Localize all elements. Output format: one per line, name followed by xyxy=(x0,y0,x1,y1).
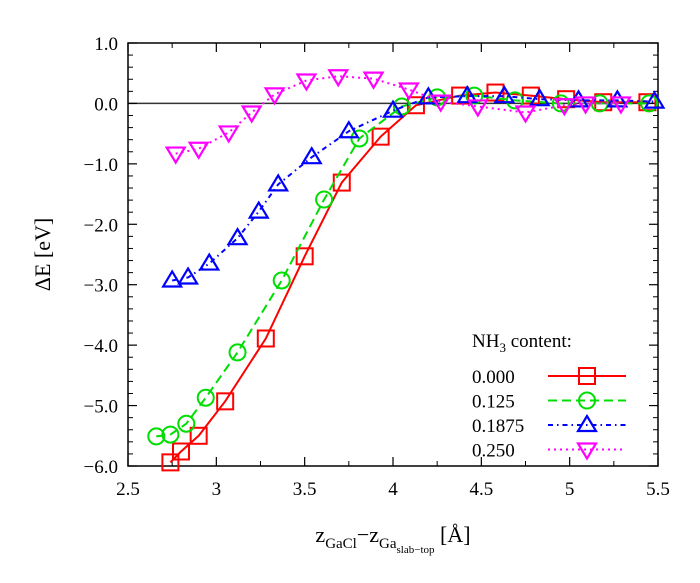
data-point xyxy=(226,227,249,246)
data-point xyxy=(640,94,659,113)
data-point xyxy=(189,426,208,445)
legend-label: 0.250 xyxy=(472,441,515,462)
data-point xyxy=(429,94,452,113)
legend-title-part: content: xyxy=(506,331,572,352)
legend-title: NH3 content: xyxy=(472,331,572,355)
data-point xyxy=(196,388,215,407)
x-axis-label-part: GaCl xyxy=(325,536,357,552)
data-point xyxy=(177,414,196,433)
y-tick-label: −4.0 xyxy=(84,336,118,357)
x-tick-label: 3.5 xyxy=(293,479,317,500)
data-point xyxy=(553,98,576,117)
data-point xyxy=(609,96,632,115)
data-point xyxy=(493,85,516,104)
x-axis-label: zGaCl−zGaslab−top [Å] xyxy=(315,522,470,556)
legend-label: 0.000 xyxy=(472,367,515,388)
series-0.250 xyxy=(164,69,632,165)
x-tick-label: 4 xyxy=(388,479,398,500)
y-tick-label: −3.0 xyxy=(84,276,118,297)
data-point xyxy=(263,87,286,106)
data-point xyxy=(327,69,350,88)
data-point xyxy=(551,94,570,113)
x-axis-label-part: Ga xyxy=(379,536,397,552)
data-point xyxy=(247,200,270,219)
data-point xyxy=(315,190,334,209)
data-point xyxy=(240,105,263,124)
data-point xyxy=(362,71,385,90)
data-point xyxy=(337,120,360,139)
x-tick-label: 4.5 xyxy=(469,479,493,500)
x-tick-label: 2.5 xyxy=(116,479,140,500)
y-tick-label: −1.0 xyxy=(84,155,118,176)
legend-marker xyxy=(578,391,596,410)
data-point xyxy=(147,427,166,446)
data-point xyxy=(228,343,247,362)
y-tick-label: −6.0 xyxy=(84,457,118,478)
data-point xyxy=(198,252,221,271)
data-point xyxy=(451,86,470,105)
series-0.000 xyxy=(161,83,657,472)
data-point xyxy=(465,86,484,105)
data-point xyxy=(456,85,479,104)
legend-title-part: 3 xyxy=(499,340,506,355)
x-axis-label-part: −z xyxy=(357,522,379,547)
data-point xyxy=(295,247,314,266)
series-0.1875 xyxy=(161,85,666,288)
y-tick-label: 0.0 xyxy=(94,94,118,115)
data-point xyxy=(216,392,235,411)
data-point xyxy=(505,91,524,110)
x-axis-label-part: z xyxy=(315,522,325,547)
data-point xyxy=(187,141,210,160)
legend-marker xyxy=(578,367,596,385)
y-axis-label: ΔE [eV] xyxy=(30,218,55,291)
legend-label: 0.125 xyxy=(472,392,515,413)
data-point xyxy=(574,96,597,115)
x-axis-label-part: slab−top xyxy=(397,544,435,556)
data-point xyxy=(295,73,318,92)
plot-frame xyxy=(127,42,659,467)
series-line xyxy=(169,91,648,464)
data-point xyxy=(397,82,420,101)
x-axis-label-part: [Å] xyxy=(435,522,471,547)
legend: NH3 content: 0.000 0.125 0.1875 0.250 xyxy=(472,331,626,462)
series-line xyxy=(175,75,621,155)
data-point xyxy=(267,173,290,192)
data-point xyxy=(382,99,404,118)
y-tick-label: −5.0 xyxy=(84,397,118,418)
x-tick-label: 5.5 xyxy=(646,479,670,500)
data-point xyxy=(643,90,666,109)
data-point xyxy=(161,425,180,444)
data-point xyxy=(172,442,190,461)
data-point xyxy=(164,146,187,165)
data-point xyxy=(350,129,369,148)
data-point xyxy=(300,146,323,165)
data-point xyxy=(177,266,200,285)
data-point xyxy=(528,88,551,107)
data-point xyxy=(514,105,537,124)
series-0.125 xyxy=(147,86,659,446)
data-point xyxy=(161,453,180,472)
data-point xyxy=(272,271,291,290)
legend-marker xyxy=(576,413,598,433)
data-point xyxy=(256,329,275,348)
x-tick-label: 5 xyxy=(565,479,575,500)
data-point xyxy=(161,269,184,288)
legend-label: 0.1875 xyxy=(472,416,524,437)
series-line xyxy=(156,94,650,438)
data-point xyxy=(371,127,390,146)
data-point xyxy=(217,125,240,144)
data-point xyxy=(466,99,489,118)
legend-title-part: NH xyxy=(472,331,500,352)
series-line xyxy=(171,95,655,282)
legend-marker xyxy=(576,442,598,461)
y-tick-label: 1.0 xyxy=(94,34,118,55)
x-tick-label: 3 xyxy=(212,479,222,500)
y-tick-label: −2.0 xyxy=(84,215,118,236)
